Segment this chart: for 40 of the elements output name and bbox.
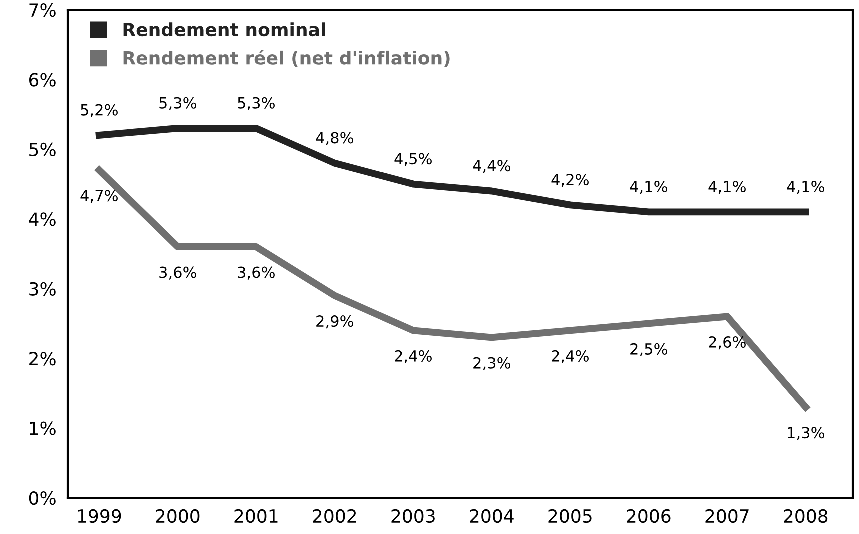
legend-label: Rendement nominal [124, 22, 326, 37]
y-tick-label: 2% [30, 352, 56, 366]
data-label: 3,6% [238, 266, 275, 280]
y-tick-label: 6% [30, 73, 56, 87]
data-label: 4,4% [473, 160, 510, 174]
x-tick-label: 1999 [78, 509, 122, 524]
data-label: 2,3% [474, 357, 510, 370]
data-label: 5,3% [238, 97, 275, 110]
data-label: 2,5% [630, 343, 668, 357]
data-label: 4,8% [316, 132, 354, 146]
x-tick-label: 2001 [234, 509, 278, 524]
data-label: 4,1% [708, 180, 746, 194]
data-label: 4,2% [552, 174, 589, 188]
x-tick-label: 2005 [548, 509, 592, 524]
x-tick-label: 2003 [392, 509, 435, 524]
y-tick-label: 1% [30, 422, 56, 436]
data-label: 2,4% [395, 350, 432, 364]
x-tick-label: 2008 [784, 509, 828, 524]
x-tick-label: 2000 [156, 509, 200, 524]
y-tick-label: 3% [30, 282, 56, 296]
data-label: 5,3% [160, 97, 196, 110]
x-tick-label: 2002 [313, 509, 356, 524]
data-label: 3,6% [160, 266, 196, 280]
data-label: 4,5% [394, 153, 432, 166]
data-label: 2,9% [316, 316, 354, 329]
x-tick-label: 2007 [706, 509, 749, 524]
x-tick-label: 2006 [627, 509, 671, 524]
legend-label: Rendement réel (net d'inflation) [124, 50, 450, 68]
data-label: 5,2% [81, 104, 118, 118]
data-label: 2,4% [552, 350, 589, 364]
data-label: 4,1% [630, 180, 668, 194]
y-tick-label: 5% [30, 142, 56, 157]
y-tick-label: 7% [30, 3, 56, 18]
data-label: 4,7% [80, 190, 118, 204]
data-label: 4,1% [787, 180, 824, 194]
x-tick-label: 2004 [470, 509, 514, 524]
y-tick-label: 4% [29, 212, 56, 226]
y-tick-label: 0% [29, 491, 56, 506]
data-label: 1,3% [788, 427, 824, 440]
data-label: 2,6% [709, 336, 746, 350]
